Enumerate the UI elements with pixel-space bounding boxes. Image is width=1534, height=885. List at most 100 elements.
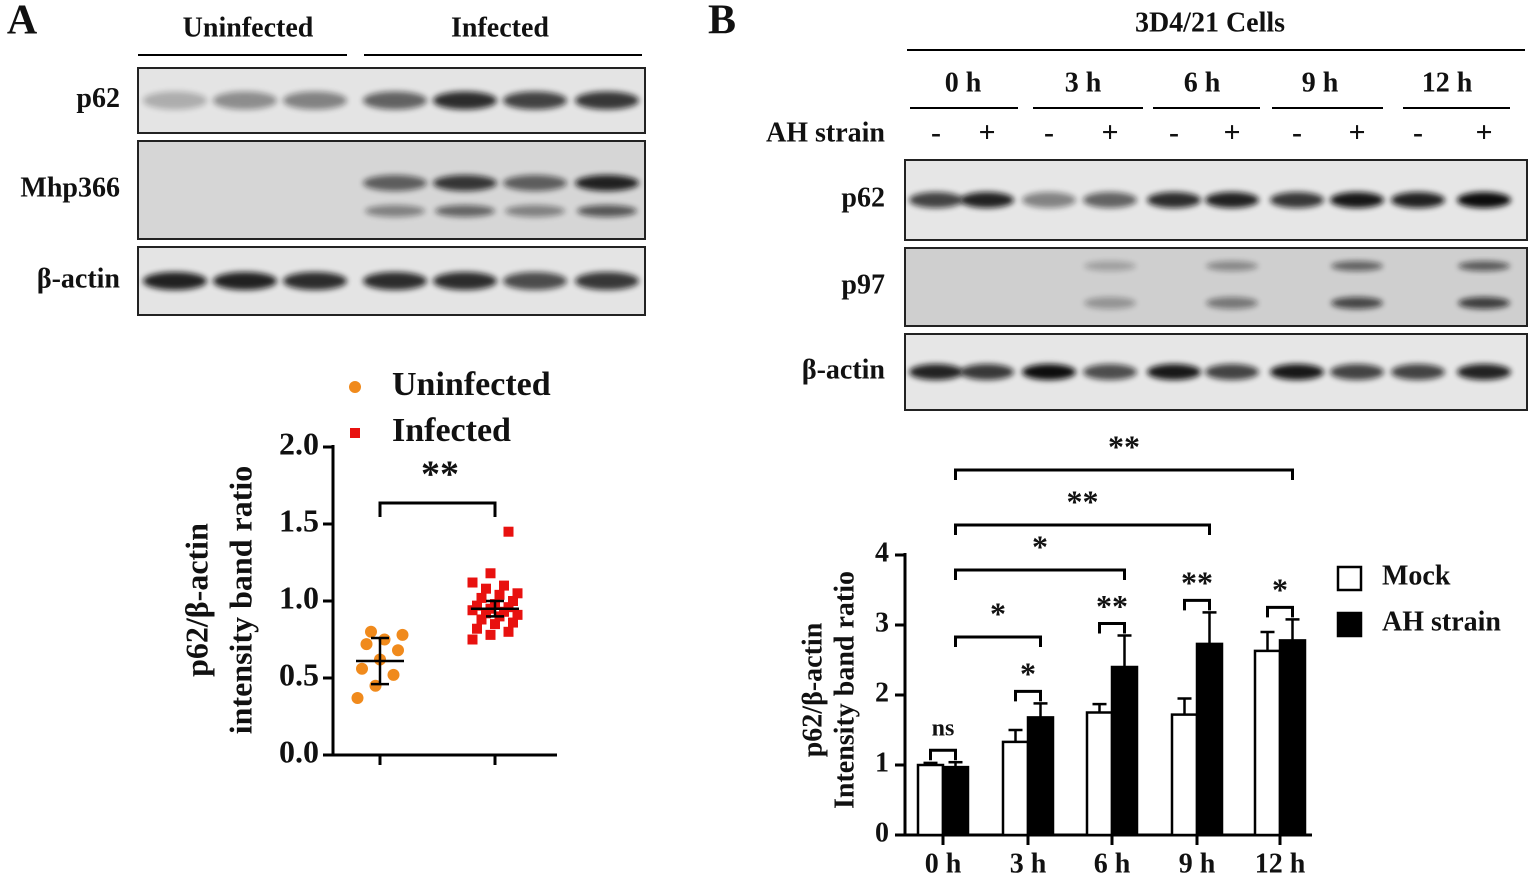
comparison-bracket	[954, 523, 1211, 535]
lane-sign: -	[1292, 116, 1302, 149]
lane-sign: +	[1348, 116, 1365, 149]
bar	[916, 763, 945, 837]
lane-sign: -	[931, 116, 941, 149]
comparison-bracket	[954, 468, 1294, 480]
group-bracket	[1266, 605, 1294, 618]
blot-band	[143, 91, 207, 110]
comparison-bracket	[954, 635, 1042, 647]
data-point	[467, 634, 478, 645]
blot-band	[1084, 261, 1136, 271]
x-tick-label: 3 h	[1010, 848, 1047, 879]
data-point	[490, 619, 500, 630]
data-point	[499, 580, 509, 591]
comparison-label: **	[1108, 428, 1140, 464]
data-point	[503, 602, 514, 613]
blot-band	[363, 272, 427, 290]
data-point	[503, 626, 514, 637]
timepoint-label: 12 h	[1422, 67, 1473, 98]
x-tick-label: 9 h	[1179, 848, 1216, 879]
blot-band	[213, 91, 277, 110]
comparison-label: **	[1067, 483, 1099, 519]
legend-marker	[1336, 565, 1363, 592]
blot-band	[1270, 364, 1324, 380]
blot-band	[960, 192, 1014, 208]
y-tick-label: 1	[875, 747, 889, 778]
data-point	[392, 644, 404, 657]
blot-band	[1084, 297, 1136, 309]
data-point	[512, 609, 523, 620]
data-point	[476, 614, 487, 625]
data-point	[369, 679, 382, 692]
data-point	[512, 588, 523, 599]
blot-band	[1391, 364, 1445, 380]
blot-band	[1391, 192, 1445, 208]
blot-title: 3D4/21 Cells	[1135, 7, 1285, 38]
blot-band	[577, 205, 637, 217]
blot-band	[1330, 364, 1384, 380]
bar	[1110, 665, 1139, 837]
blot-band	[213, 272, 277, 290]
blot-band	[503, 91, 567, 110]
panel-label: B	[708, 0, 736, 44]
group-significance: *	[1272, 572, 1288, 608]
timepoint-label: 3 h	[1065, 67, 1102, 98]
blot-band	[143, 272, 207, 290]
blot-band	[1022, 364, 1076, 380]
x-tick-label: 6 h	[1094, 848, 1131, 879]
blot-row-label: Mhp366	[20, 172, 120, 203]
blot-band	[1330, 192, 1384, 208]
blot-row-label: β-actin	[802, 354, 886, 385]
blot-band	[1331, 297, 1383, 309]
legend-label: AH strain	[1382, 606, 1501, 637]
data-point	[387, 668, 400, 681]
significance-label: **	[421, 454, 459, 496]
group-bracket	[1014, 689, 1042, 702]
timepoint-label: 6 h	[1184, 67, 1221, 98]
blot-band	[1147, 364, 1201, 380]
data-point	[485, 568, 496, 579]
blot-band	[283, 272, 347, 290]
timepoint-label: 9 h	[1302, 67, 1339, 98]
blot-band	[1206, 261, 1258, 271]
legend-marker	[350, 428, 360, 438]
blot-band	[1147, 192, 1201, 208]
blot-band	[433, 91, 497, 110]
y-tick-label: 2	[875, 677, 889, 708]
data-point	[365, 625, 377, 638]
data-point	[356, 662, 368, 675]
blot-band	[575, 175, 639, 191]
lane-sign: +	[1475, 116, 1492, 149]
blot-band	[1022, 192, 1076, 208]
legend-label: Uninfected	[392, 366, 551, 403]
lane-sign: -	[1413, 116, 1423, 149]
blot-band	[505, 205, 565, 217]
data-point	[503, 526, 514, 537]
x-tick-label: 0 h	[925, 848, 962, 879]
group-significance: **	[1181, 565, 1213, 601]
lane-sign: +	[1101, 116, 1118, 149]
comparison-label: *	[990, 595, 1006, 631]
group-bracket	[929, 748, 957, 761]
blot-band	[1458, 297, 1510, 309]
y-tick-label: 1.5	[279, 502, 319, 538]
blot-band	[363, 91, 427, 110]
blot-band	[365, 205, 425, 217]
group-significance: **	[1096, 588, 1128, 624]
y-axis-label: intensity band ratio	[222, 466, 258, 734]
blot-band	[503, 175, 567, 191]
blot-box	[904, 247, 1528, 327]
treatment-label: AH strain	[766, 117, 885, 148]
bar	[941, 765, 970, 837]
blot-band	[1083, 364, 1137, 380]
data-point	[481, 583, 491, 594]
blot-band	[909, 364, 963, 380]
timepoint-label: 0 h	[945, 67, 982, 98]
data-point	[351, 692, 364, 705]
y-tick-label: 4	[875, 537, 889, 568]
data-point	[467, 577, 478, 588]
bar	[1001, 740, 1030, 837]
blot-band	[909, 192, 963, 208]
lane-sign: +	[978, 116, 995, 149]
lane-sign: -	[1169, 116, 1179, 149]
